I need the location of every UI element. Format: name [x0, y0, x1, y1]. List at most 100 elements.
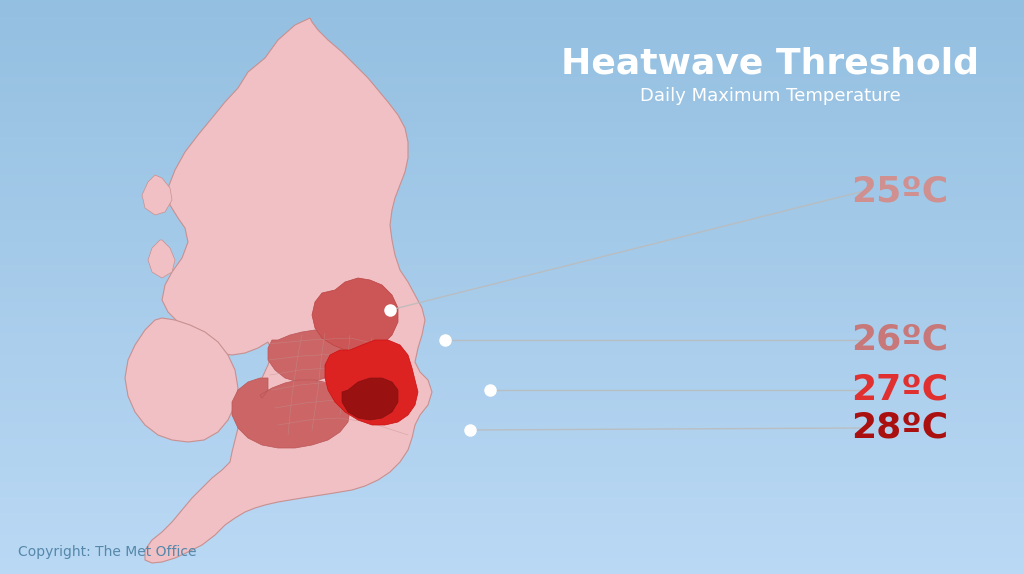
Bar: [0, 367, 1024, 373]
Bar: [0, 373, 1024, 379]
Bar: [0, 276, 1024, 281]
Bar: [0, 212, 1024, 218]
Bar: [0, 29, 1024, 34]
Bar: [0, 534, 1024, 540]
Bar: [0, 453, 1024, 459]
Bar: [0, 390, 1024, 396]
Bar: [0, 109, 1024, 115]
Polygon shape: [125, 318, 238, 442]
Bar: [0, 207, 1024, 212]
Bar: [0, 321, 1024, 327]
Bar: [0, 46, 1024, 52]
Bar: [0, 333, 1024, 339]
Polygon shape: [268, 330, 345, 382]
Bar: [0, 121, 1024, 126]
Bar: [0, 459, 1024, 465]
Bar: [0, 396, 1024, 402]
Bar: [0, 344, 1024, 350]
Bar: [0, 80, 1024, 86]
Bar: [0, 144, 1024, 149]
Bar: [0, 166, 1024, 172]
Polygon shape: [232, 378, 350, 448]
Bar: [0, 241, 1024, 247]
Bar: [0, 270, 1024, 276]
Bar: [0, 436, 1024, 442]
Bar: [0, 522, 1024, 528]
Text: 27ºC: 27ºC: [851, 373, 948, 407]
Bar: [0, 132, 1024, 138]
Bar: [0, 224, 1024, 230]
Bar: [0, 6, 1024, 11]
Polygon shape: [145, 18, 432, 563]
Bar: [0, 293, 1024, 298]
Bar: [0, 230, 1024, 235]
Bar: [0, 40, 1024, 46]
Bar: [0, 161, 1024, 166]
Bar: [0, 195, 1024, 201]
Bar: [0, 568, 1024, 574]
Bar: [0, 304, 1024, 310]
Bar: [0, 0, 1024, 6]
Text: 28ºC: 28ºC: [851, 411, 948, 445]
Bar: [0, 551, 1024, 557]
Bar: [0, 448, 1024, 453]
Bar: [0, 339, 1024, 344]
Bar: [0, 258, 1024, 264]
Bar: [0, 505, 1024, 511]
Bar: [0, 511, 1024, 517]
Bar: [0, 350, 1024, 356]
Bar: [0, 471, 1024, 476]
Polygon shape: [148, 240, 175, 278]
Bar: [0, 362, 1024, 367]
Text: 26ºC: 26ºC: [851, 323, 948, 357]
Bar: [0, 235, 1024, 241]
Bar: [0, 563, 1024, 568]
Bar: [0, 287, 1024, 293]
Polygon shape: [312, 278, 398, 352]
Bar: [0, 379, 1024, 385]
Bar: [0, 408, 1024, 413]
Polygon shape: [342, 378, 398, 420]
Bar: [0, 540, 1024, 545]
Bar: [0, 499, 1024, 505]
Bar: [0, 247, 1024, 253]
Bar: [0, 528, 1024, 534]
Bar: [0, 310, 1024, 316]
Text: Daily Maximum Temperature: Daily Maximum Temperature: [640, 87, 900, 105]
Bar: [0, 189, 1024, 195]
Bar: [0, 63, 1024, 69]
Bar: [0, 298, 1024, 304]
Bar: [0, 413, 1024, 419]
Bar: [0, 69, 1024, 75]
Bar: [0, 115, 1024, 121]
Bar: [0, 442, 1024, 448]
Polygon shape: [142, 175, 172, 215]
Bar: [0, 57, 1024, 63]
Bar: [0, 149, 1024, 155]
Bar: [0, 86, 1024, 92]
Bar: [0, 11, 1024, 17]
Bar: [0, 184, 1024, 189]
Bar: [0, 402, 1024, 408]
Bar: [0, 281, 1024, 287]
Bar: [0, 557, 1024, 563]
Bar: [0, 465, 1024, 471]
Bar: [0, 201, 1024, 207]
Bar: [0, 92, 1024, 98]
Bar: [0, 103, 1024, 109]
Bar: [0, 34, 1024, 40]
Bar: [0, 316, 1024, 321]
Bar: [0, 327, 1024, 333]
Bar: [0, 178, 1024, 184]
Bar: [0, 218, 1024, 224]
Bar: [0, 494, 1024, 499]
Text: Heatwave Threshold: Heatwave Threshold: [561, 47, 979, 81]
Bar: [0, 425, 1024, 430]
Bar: [0, 98, 1024, 103]
Bar: [0, 517, 1024, 522]
Text: Copyright: The Met Office: Copyright: The Met Office: [18, 545, 197, 559]
Bar: [0, 430, 1024, 436]
Bar: [0, 155, 1024, 161]
Bar: [0, 75, 1024, 80]
Bar: [0, 482, 1024, 488]
